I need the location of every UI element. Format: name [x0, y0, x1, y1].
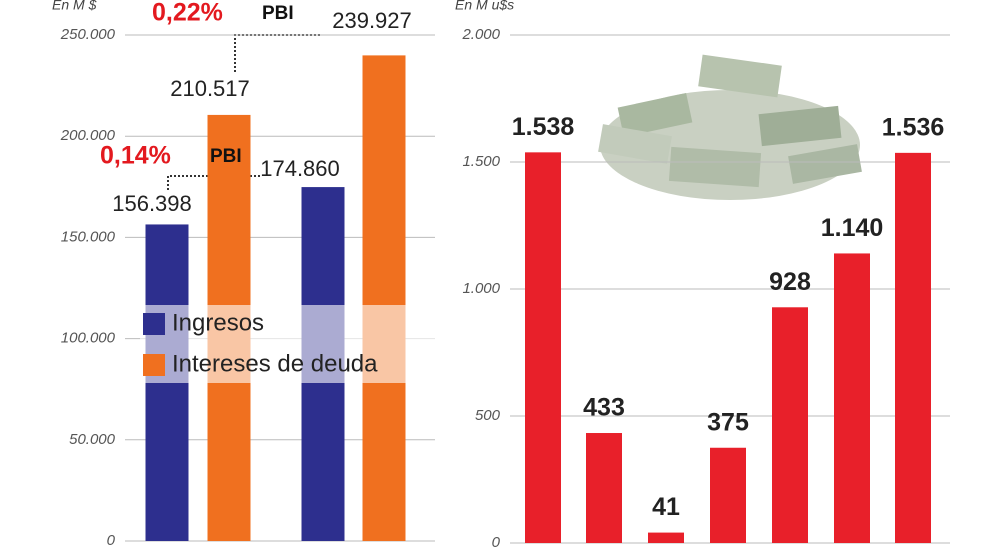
- annotation-pct: 0,22%: [152, 0, 223, 27]
- legend-label: Intereses de deuda: [172, 350, 378, 377]
- bar: [710, 447, 746, 543]
- bar: [895, 152, 931, 543]
- y-tick-label: 1.500: [462, 153, 500, 170]
- value-label: 174.860: [260, 156, 340, 181]
- y-tick-label: 1.000: [462, 280, 500, 297]
- value-label: 928: [769, 268, 811, 296]
- y-tick-label: 250.000: [60, 26, 116, 43]
- y-tick-label: 200.000: [60, 127, 116, 144]
- legend-label: Ingresos: [172, 309, 264, 336]
- y-tick-label: 50.000: [69, 431, 116, 448]
- axis-title: En M u$s: [455, 0, 514, 13]
- legend-swatch: [143, 313, 165, 335]
- value-label: 1.140: [821, 214, 884, 242]
- value-label: 156.398: [112, 191, 192, 216]
- value-label: 375: [707, 408, 749, 436]
- value-label: 1.538: [512, 113, 575, 141]
- annotation-label: PBI: [262, 3, 294, 24]
- annotation-label: PBI: [210, 146, 242, 167]
- legend-swatch: [143, 354, 165, 376]
- bar: [362, 55, 406, 541]
- bar: [772, 307, 808, 543]
- value-label: 433: [583, 394, 625, 422]
- value-label: 41: [652, 493, 680, 521]
- value-label: 239.927: [332, 8, 412, 33]
- y-tick-label: 500: [475, 407, 501, 424]
- bar: [648, 532, 684, 543]
- money-illustration: [598, 54, 862, 200]
- y-tick-label: 150.000: [61, 228, 116, 245]
- value-label: 210.517: [170, 76, 250, 101]
- bar: [834, 253, 870, 543]
- value-label: 1.536: [882, 113, 945, 141]
- bar: [525, 152, 561, 543]
- y-tick-label: 0: [492, 534, 501, 551]
- legend-background: [140, 305, 435, 383]
- y-tick-label: 2.000: [461, 26, 500, 43]
- bar: [586, 433, 622, 543]
- y-tick-label: 100.000: [61, 330, 116, 347]
- annotation-pct: 0,14%: [100, 142, 171, 170]
- y-tick-label: 0: [107, 532, 116, 549]
- axis-title: En M $: [52, 0, 97, 13]
